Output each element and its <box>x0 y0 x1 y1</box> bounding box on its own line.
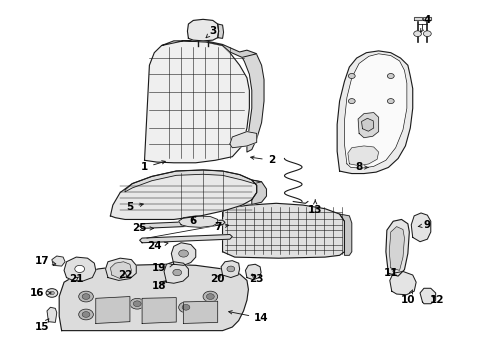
Polygon shape <box>339 214 351 255</box>
Polygon shape <box>64 257 96 281</box>
Circle shape <box>347 73 354 78</box>
Text: 8: 8 <box>355 162 367 172</box>
Polygon shape <box>144 41 249 163</box>
Text: 15: 15 <box>35 319 49 332</box>
Polygon shape <box>245 264 261 280</box>
Text: 25: 25 <box>132 224 153 233</box>
Text: 18: 18 <box>152 281 166 291</box>
Polygon shape <box>183 301 217 323</box>
Text: 4: 4 <box>420 15 430 32</box>
Circle shape <box>49 291 54 295</box>
Polygon shape <box>140 234 232 243</box>
Polygon shape <box>385 220 408 276</box>
Circle shape <box>423 31 430 37</box>
Text: 1: 1 <box>141 161 165 172</box>
Polygon shape <box>110 262 131 279</box>
Polygon shape <box>344 54 406 168</box>
Polygon shape <box>96 297 130 323</box>
Polygon shape <box>423 17 430 21</box>
Polygon shape <box>357 113 378 138</box>
Polygon shape <box>140 220 224 228</box>
Circle shape <box>386 99 393 104</box>
Text: 24: 24 <box>147 241 167 251</box>
Text: 21: 21 <box>69 274 83 284</box>
Text: 14: 14 <box>228 311 268 323</box>
Circle shape <box>347 99 354 104</box>
Polygon shape <box>361 118 373 131</box>
Text: 9: 9 <box>417 220 430 230</box>
Circle shape <box>413 31 421 37</box>
Polygon shape <box>389 271 415 295</box>
Polygon shape <box>229 132 256 148</box>
Polygon shape <box>410 213 430 242</box>
Polygon shape <box>110 170 256 220</box>
Text: 7: 7 <box>214 222 228 231</box>
Circle shape <box>178 302 193 313</box>
Polygon shape <box>52 256 65 266</box>
Polygon shape <box>419 288 435 304</box>
Polygon shape <box>347 146 378 166</box>
Polygon shape <box>251 180 266 204</box>
Polygon shape <box>161 41 256 57</box>
Polygon shape <box>187 19 218 41</box>
Text: 20: 20 <box>210 274 224 284</box>
Text: 6: 6 <box>189 216 197 226</box>
Polygon shape <box>413 17 421 21</box>
Circle shape <box>79 291 93 302</box>
Polygon shape <box>217 24 223 39</box>
Circle shape <box>226 266 234 272</box>
Circle shape <box>203 291 217 302</box>
Text: 12: 12 <box>429 295 444 305</box>
Text: 3: 3 <box>206 26 216 38</box>
Circle shape <box>386 73 393 78</box>
Polygon shape <box>47 307 57 322</box>
Circle shape <box>82 294 90 300</box>
Text: 23: 23 <box>249 274 264 284</box>
Polygon shape <box>142 298 176 323</box>
Polygon shape <box>59 264 248 330</box>
Circle shape <box>46 289 58 297</box>
Circle shape <box>130 298 144 309</box>
Polygon shape <box>171 243 195 265</box>
Text: 16: 16 <box>30 288 51 298</box>
Text: 22: 22 <box>118 270 132 280</box>
Polygon shape <box>163 262 188 283</box>
Circle shape <box>172 269 181 276</box>
Circle shape <box>75 265 84 273</box>
Polygon shape <box>105 258 136 280</box>
Circle shape <box>79 309 93 320</box>
Polygon shape <box>239 51 264 152</box>
Polygon shape <box>125 170 261 192</box>
Text: 17: 17 <box>35 256 56 266</box>
Polygon shape <box>388 226 404 270</box>
Text: 13: 13 <box>307 200 322 216</box>
Circle shape <box>82 312 90 318</box>
Text: 10: 10 <box>400 290 414 305</box>
Circle shape <box>182 305 189 310</box>
Polygon shape <box>336 51 412 174</box>
Polygon shape <box>221 261 239 278</box>
Polygon shape <box>222 203 344 258</box>
Text: 2: 2 <box>250 155 274 165</box>
Polygon shape <box>178 216 217 227</box>
Text: 19: 19 <box>152 263 172 273</box>
Text: 11: 11 <box>383 268 397 278</box>
Text: 5: 5 <box>126 202 143 212</box>
Circle shape <box>206 294 214 300</box>
Circle shape <box>133 301 141 307</box>
Circle shape <box>178 250 188 257</box>
